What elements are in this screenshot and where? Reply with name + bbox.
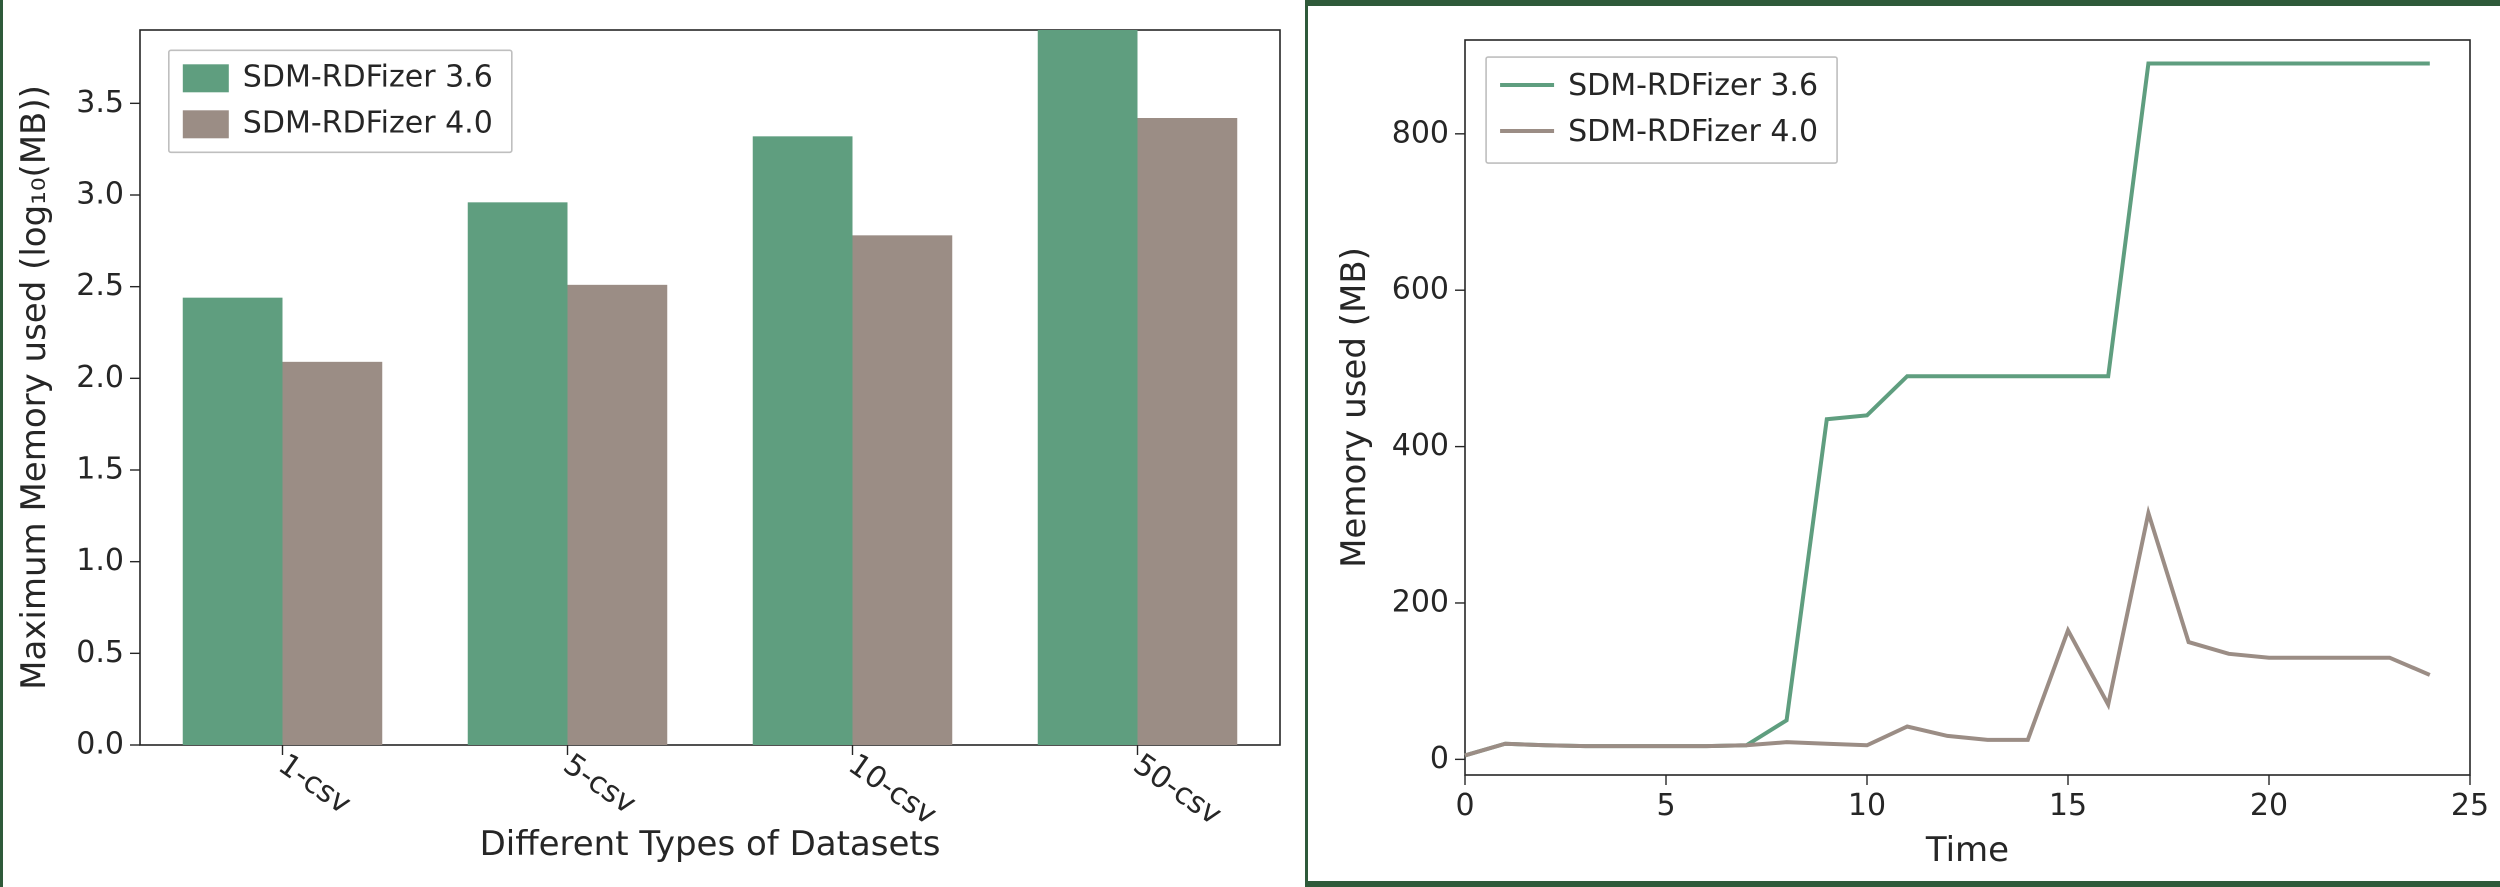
- legend: SDM-RDFizer 3.6 SDM-RDFizer 4.0: [1486, 57, 1837, 163]
- y-tick-label: 2.0: [76, 360, 124, 395]
- legend-label: SDM-RDFizer 4.0: [243, 106, 493, 141]
- x-tick-label: 10: [1848, 788, 1886, 823]
- line-s36: [1465, 63, 2430, 755]
- line-chart: 0 200 400 600 800 Memory used (MB) 0 5 10 15 20 25 T…: [1334, 40, 2489, 870]
- bar-s36: [183, 298, 283, 745]
- y-tick-label: 1.5: [76, 452, 124, 487]
- legend: SDM-RDFizer 3.6 SDM-RDFizer 4.0: [169, 50, 512, 152]
- line-s40: [1465, 513, 2430, 755]
- y-tick-label: 2.5: [76, 268, 124, 303]
- y-tick-label: 800: [1392, 115, 1449, 150]
- x-tick-label: 10-csv: [842, 747, 943, 832]
- y-tick-label: 600: [1392, 272, 1449, 307]
- legend-label: SDM-RDFizer 3.6: [1568, 68, 1818, 103]
- line-chart-panel: 0 200 400 600 800 Memory used (MB) 0 5 10 15 20 25 T…: [1305, 0, 2500, 887]
- x-tick-label: 5-csv: [557, 747, 642, 821]
- y-axis-label: Maximum Memory used (log₁₀(MB)): [14, 85, 54, 690]
- y-tick-label: 3.0: [76, 177, 124, 212]
- bar-s36: [468, 202, 568, 745]
- bar-s36: [1038, 30, 1138, 745]
- bar-s40: [283, 362, 383, 745]
- x-tick-label: 50-csv: [1127, 747, 1228, 832]
- bar-chart-panel: 0.0 0.5 1.0 1.5 2.0 2.5 3.0 3.5 Maximum Memory u…: [0, 0, 1305, 887]
- x-tick-label: 25: [2451, 788, 2489, 823]
- y-axis-label: Memory used (MB): [1334, 247, 1374, 568]
- bar-s40: [1138, 118, 1238, 745]
- x-tick-label: 15: [2049, 788, 2087, 823]
- y-tick-label: 1.0: [76, 543, 124, 578]
- y-tick-label: 200: [1392, 584, 1449, 619]
- bar-s36: [753, 136, 853, 745]
- bar-s40: [853, 235, 953, 745]
- x-tick-label: 5: [1656, 788, 1675, 823]
- x-axis-label: Time: [1925, 830, 2009, 870]
- legend-label: SDM-RDFizer 4.0: [1568, 114, 1818, 149]
- x-tick-label: 1-csv: [272, 747, 357, 821]
- bar-chart: 0.0 0.5 1.0 1.5 2.0 2.5 3.0 3.5 Maximum Memory u…: [14, 30, 1280, 864]
- y-tick-label: 0.5: [76, 635, 124, 670]
- y-tick-label: 400: [1392, 428, 1449, 463]
- x-axis-label: Different Types of Datasets: [480, 824, 941, 864]
- y-tick-label: 0.0: [76, 727, 124, 762]
- y-tick-label: 0: [1430, 741, 1449, 776]
- bar-s40: [568, 285, 668, 745]
- x-tick-label: 0: [1455, 788, 1474, 823]
- x-tick-label: 20: [2250, 788, 2288, 823]
- y-tick-label: 3.5: [76, 85, 124, 120]
- legend-label: SDM-RDFizer 3.6: [243, 60, 493, 95]
